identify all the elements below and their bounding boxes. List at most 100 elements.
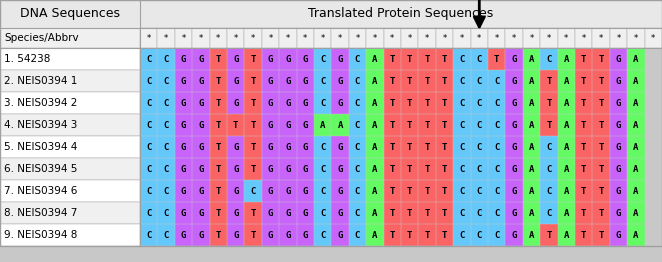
Bar [610,48,627,70]
Bar [436,114,453,136]
Bar [418,202,436,224]
Bar [418,92,436,114]
Bar [349,48,366,70]
Text: T: T [216,121,221,129]
Bar [453,180,471,202]
Text: C: C [459,231,465,239]
Bar [557,158,575,180]
Bar [140,202,158,224]
Bar [210,48,227,70]
Bar [158,136,175,158]
Bar [592,158,610,180]
Text: A: A [634,187,639,195]
Bar [261,158,279,180]
Text: C: C [146,187,152,195]
Text: G: G [181,77,186,85]
Bar [505,70,523,92]
Bar [140,48,158,70]
Text: G: G [285,231,291,239]
Text: 7. NEIS0394 6: 7. NEIS0394 6 [4,186,77,196]
Text: *: * [495,34,499,42]
Text: C: C [320,77,326,85]
Text: A: A [634,165,639,173]
Text: C: C [459,187,465,195]
Text: G: G [285,165,291,173]
Text: *: * [477,34,481,42]
Bar [523,180,540,202]
Text: G: G [616,54,621,63]
Bar [592,136,610,158]
Text: G: G [181,209,186,217]
Text: C: C [355,77,360,85]
Text: A: A [372,165,377,173]
Bar [279,180,297,202]
Text: C: C [546,209,551,217]
Text: C: C [494,187,499,195]
Bar [227,28,244,48]
Bar [575,28,592,48]
Bar [244,224,261,246]
Text: *: * [634,34,638,42]
Bar [557,224,575,246]
Text: *: * [338,34,342,42]
Text: C: C [146,77,152,85]
Bar [540,136,557,158]
Text: A: A [320,121,326,129]
Bar [314,28,332,48]
Bar [523,70,540,92]
Bar [314,92,332,114]
Bar [453,114,471,136]
Text: C: C [459,77,465,85]
Bar [627,224,645,246]
Text: T: T [442,99,448,107]
Text: *: * [651,34,655,42]
Text: C: C [494,99,499,107]
Text: G: G [198,165,204,173]
Text: T: T [598,187,604,195]
Text: G: G [198,143,204,151]
Bar [158,48,175,70]
Text: T: T [581,54,587,63]
Bar [366,224,383,246]
Text: T: T [390,77,395,85]
Text: C: C [355,143,360,151]
Text: A: A [563,187,569,195]
Bar [314,70,332,92]
Text: A: A [563,231,569,239]
Text: T: T [390,143,395,151]
Text: T: T [442,187,448,195]
Text: C: C [477,54,482,63]
Text: G: G [198,54,204,63]
Text: T: T [390,99,395,107]
Text: 2. NEIS0394 1: 2. NEIS0394 1 [4,76,77,86]
Bar [210,180,227,202]
Bar [592,180,610,202]
Bar [244,158,261,180]
Text: T: T [216,77,221,85]
Text: G: G [198,77,204,85]
Bar [610,136,627,158]
Bar [383,158,401,180]
Text: G: G [338,231,343,239]
Text: A: A [529,121,534,129]
Text: A: A [372,209,377,217]
Bar [210,28,227,48]
Text: G: G [285,209,291,217]
Bar [383,28,401,48]
Text: G: G [338,165,343,173]
Text: A: A [634,121,639,129]
Bar [279,48,297,70]
Bar [314,180,332,202]
Text: T: T [581,187,587,195]
Bar [0,180,140,202]
Text: *: * [547,34,551,42]
Text: Translated Protein Sequences: Translated Protein Sequences [308,8,494,20]
Text: G: G [285,99,291,107]
Text: G: G [338,54,343,63]
Text: *: * [582,34,586,42]
Text: *: * [373,34,377,42]
Text: C: C [477,99,482,107]
Text: C: C [459,165,465,173]
Bar [383,48,401,70]
Text: T: T [546,77,551,85]
